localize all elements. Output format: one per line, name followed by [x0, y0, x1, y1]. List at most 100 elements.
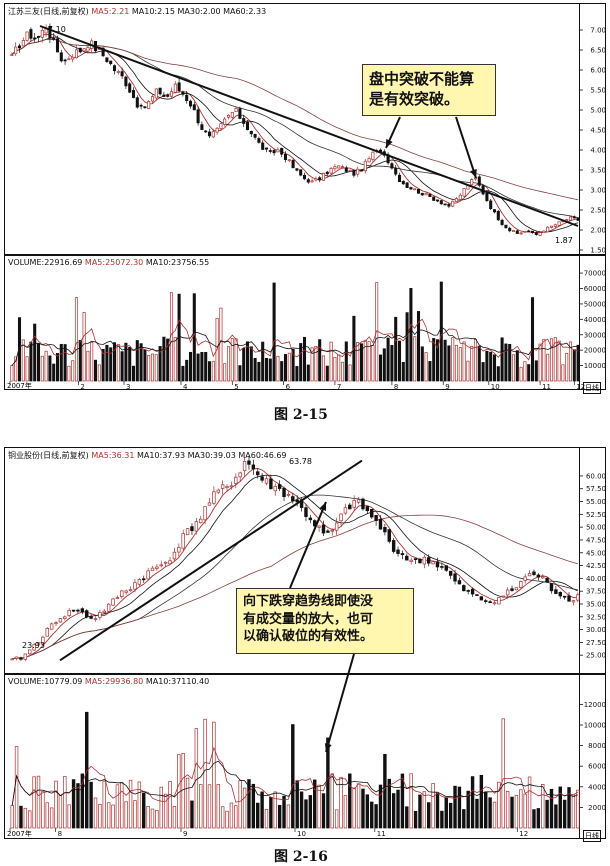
- volume-bar: [249, 346, 253, 382]
- volume-bar: [98, 803, 102, 829]
- volume-bar: [571, 794, 576, 829]
- volume-bar: [229, 802, 234, 829]
- candle: [448, 570, 453, 576]
- volume-tick-label: 12000: [584, 701, 606, 709]
- candle: [19, 657, 23, 660]
- volume-bar: [333, 357, 337, 382]
- candle: [428, 193, 432, 197]
- volume-bar: [409, 773, 413, 829]
- volume-bar: [85, 711, 89, 829]
- candle: [318, 177, 322, 181]
- volume-bar: [422, 791, 427, 829]
- volume-bar: [124, 801, 128, 829]
- volume-tick-label: 4000: [588, 783, 606, 791]
- volume-bar: [409, 288, 413, 382]
- candle: [63, 59, 67, 62]
- volume-bar: [59, 343, 63, 382]
- candle: [55, 38, 60, 53]
- candle: [470, 179, 474, 186]
- candle: [14, 46, 18, 55]
- candle: [558, 591, 562, 597]
- volume-bar: [276, 355, 280, 382]
- candle: [501, 595, 505, 598]
- candle: [139, 104, 143, 107]
- price-tick-label: 25.00: [586, 652, 606, 660]
- callout-line: 向下跌穿趋势线即使没: [243, 594, 374, 609]
- volume-bar: [188, 351, 193, 382]
- candle: [238, 472, 242, 478]
- candle: [352, 500, 356, 508]
- volume-bar: [63, 344, 67, 382]
- candle: [207, 502, 212, 506]
- candle: [418, 558, 422, 564]
- volume-bar: [45, 802, 49, 829]
- volume-bar: [105, 344, 109, 382]
- volume-bar: [168, 781, 172, 829]
- volume-bar: [511, 354, 516, 382]
- candle: [541, 576, 545, 579]
- volume-bar: [212, 721, 216, 829]
- volume-bar: [523, 361, 527, 382]
- candle: [194, 521, 199, 532]
- candle: [343, 507, 348, 514]
- volume-bar: [133, 800, 137, 829]
- time-tick-label: 10: [297, 830, 306, 838]
- volume-bar: [435, 339, 440, 382]
- candle: [409, 559, 413, 562]
- candle: [361, 498, 365, 510]
- volume-bar: [534, 360, 538, 382]
- candle: [401, 180, 405, 185]
- volume-bar: [340, 361, 345, 382]
- volume-bar: [508, 343, 512, 382]
- volume-bar: [557, 340, 561, 382]
- volume-bar: [154, 354, 158, 382]
- volume-bar: [448, 802, 453, 829]
- volume-bar: [116, 344, 120, 382]
- volume-bar: [527, 364, 531, 382]
- volume-bar: [386, 337, 390, 382]
- volume-tick-label: 60000: [584, 285, 606, 293]
- candle: [59, 52, 63, 62]
- candle: [329, 168, 333, 174]
- candle: [124, 590, 128, 593]
- callout-arrow-head: [319, 502, 327, 511]
- candle: [264, 478, 269, 484]
- price-tick-label: 6.50: [590, 47, 606, 55]
- ma10-label: MA10:37.93: [136, 451, 186, 460]
- candle: [299, 169, 303, 176]
- volume-bar: [473, 339, 478, 382]
- candle: [523, 230, 527, 233]
- candle: [146, 570, 150, 580]
- volume-bar: [36, 775, 41, 829]
- volume-bar: [561, 364, 565, 382]
- candle: [102, 610, 106, 613]
- volume-bar: [283, 354, 288, 382]
- candle: [86, 47, 90, 52]
- candle: [371, 151, 375, 160]
- volume-bar: [257, 361, 261, 382]
- candle: [500, 219, 504, 225]
- candle: [185, 94, 189, 101]
- candle: [485, 192, 489, 201]
- candle: [163, 561, 168, 564]
- volume-bar: [484, 791, 488, 829]
- volume-bar: [137, 781, 142, 829]
- candle: [458, 194, 462, 200]
- candle: [247, 460, 251, 465]
- price-tick-label: 45.00: [586, 549, 606, 557]
- ma30-label: MA30:2.00: [177, 7, 221, 16]
- candle: [510, 588, 514, 591]
- candle: [287, 159, 291, 162]
- volume-bar: [142, 792, 146, 829]
- callout-line: 是有效突破。: [369, 90, 460, 109]
- candle: [326, 530, 330, 533]
- volume-bar: [453, 785, 457, 829]
- candle: [249, 130, 253, 135]
- candle: [212, 491, 216, 504]
- volume-axis-strip: [580, 255, 606, 390]
- volume-bar: [329, 341, 333, 382]
- volume-bar: [394, 316, 398, 382]
- volume-bar: [14, 356, 18, 382]
- volume-bar: [78, 339, 82, 382]
- trendline: [59, 459, 363, 662]
